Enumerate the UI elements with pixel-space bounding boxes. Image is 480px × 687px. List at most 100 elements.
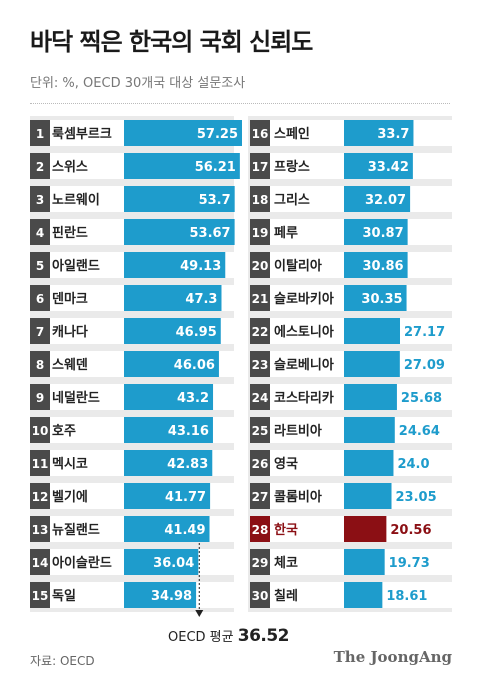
rank-label: 25: [252, 424, 269, 438]
value-bar: [124, 252, 226, 278]
rank-label: 14: [32, 556, 49, 570]
country-label: 벨기에: [52, 489, 88, 505]
rank-label: 7: [36, 325, 44, 339]
rank-label: 10: [32, 424, 49, 438]
rank-badge: [250, 351, 270, 377]
rank-badge: [250, 120, 270, 146]
rank-label: 3: [36, 193, 44, 207]
rank-label: 29: [252, 556, 269, 570]
country-label: 페루: [274, 226, 298, 241]
rank-badge: [30, 450, 50, 476]
value-bar: [344, 351, 400, 377]
value-label: 20.56: [390, 523, 431, 538]
source-note: 자료: OECD: [30, 654, 95, 668]
value-bar: [344, 483, 392, 509]
rank-badge: [250, 153, 270, 179]
page-title: 바닥 찍은 한국의 국회 신뢰도: [30, 28, 313, 56]
rank-label: 27: [252, 490, 269, 504]
rank-label: 21: [252, 292, 269, 306]
country-label: 콜롬비아: [274, 489, 322, 505]
country-label: 덴마크: [52, 291, 88, 307]
rank-badge: [30, 351, 50, 377]
value-label: 30.86: [362, 259, 403, 274]
country-label: 네덜란드: [52, 390, 100, 406]
rank-label: 23: [252, 358, 269, 372]
value-label: 32.07: [365, 193, 406, 208]
value-label: 41.49: [164, 523, 205, 538]
value-bar: [344, 153, 413, 179]
country-label: 스위스: [52, 160, 88, 175]
value-bar: [124, 120, 242, 146]
publisher-logo: The JoongAng: [333, 648, 452, 666]
country-label: 뉴질랜드: [52, 522, 100, 538]
rank-badge: [250, 318, 270, 344]
country-label: 칠레: [274, 588, 298, 604]
value-label: 57.25: [197, 127, 238, 142]
average-label-text: OECD 평균: [168, 630, 234, 645]
country-label: 룩셈부르크: [52, 127, 112, 142]
value-label: 27.09: [404, 358, 445, 373]
rank-label: 24: [252, 391, 269, 405]
rank-label: 12: [32, 490, 49, 504]
rank-badge: [30, 285, 50, 311]
average-arrow: [195, 610, 204, 617]
rank-badge: [30, 549, 50, 575]
rank-badge: [30, 153, 50, 179]
unit-subtitle: 단위: %, OECD 30개국 대상 설문조사: [30, 76, 246, 91]
country-label: 슬로바키아: [274, 291, 334, 307]
value-label: 30.35: [361, 292, 402, 307]
country-label: 영국: [274, 457, 298, 472]
value-label: 19.73: [389, 556, 430, 571]
country-label: 에스토니아: [274, 324, 334, 340]
rank-badge: [30, 318, 50, 344]
rank-badge: [250, 582, 270, 608]
value-label: 33.42: [368, 160, 409, 175]
country-label: 슬로베니아: [274, 357, 334, 373]
rank-label: 17: [252, 160, 269, 174]
rank-label: 1: [36, 127, 44, 141]
country-label: 라트비아: [274, 423, 322, 439]
rank-label: 2: [36, 160, 44, 174]
rank-badge: [250, 450, 270, 476]
country-label: 아이슬란드: [52, 555, 112, 571]
value-bar: [344, 549, 385, 575]
value-bar: [344, 252, 408, 278]
rank-label: 26: [252, 457, 269, 471]
country-label: 스페인: [274, 126, 310, 142]
rank-badge: [30, 219, 50, 245]
rank-label: 9: [36, 391, 44, 405]
rank-label: 30: [252, 589, 269, 603]
value-bar: [344, 219, 408, 245]
country-label: 멕시코: [52, 456, 88, 472]
rank-badge: [250, 483, 270, 509]
value-label: 47.3: [185, 292, 217, 307]
value-label: 25.68: [401, 391, 442, 406]
value-label: 33.7: [377, 127, 409, 142]
rank-badge: [250, 549, 270, 575]
value-label: 53.7: [199, 193, 231, 208]
rank-badge: [30, 252, 50, 278]
rank-badge: [250, 186, 270, 212]
value-label: 56.21: [195, 160, 236, 175]
rank-label: 19: [252, 226, 269, 240]
country-label: 캐나다: [52, 324, 88, 340]
value-bar: [124, 384, 214, 410]
value-bar: [124, 219, 235, 245]
rank-label: 18: [252, 193, 269, 207]
rank-label: 11: [32, 457, 49, 471]
value-bar: [124, 582, 197, 608]
value-bar: [344, 186, 411, 212]
value-label: 46.95: [176, 325, 217, 340]
average-value: 36.52: [237, 626, 290, 646]
rank-label: 16: [252, 127, 269, 141]
rank-label: 15: [32, 589, 49, 603]
value-bar: [344, 384, 397, 410]
rank-label: 22: [252, 325, 269, 339]
country-label: 핀란드: [52, 225, 88, 241]
rank-label: 28: [252, 523, 269, 537]
country-label: 코스타리카: [274, 390, 334, 406]
value-bar: [124, 549, 199, 575]
value-label: 41.77: [165, 490, 206, 505]
value-label: 53.67: [189, 226, 230, 241]
